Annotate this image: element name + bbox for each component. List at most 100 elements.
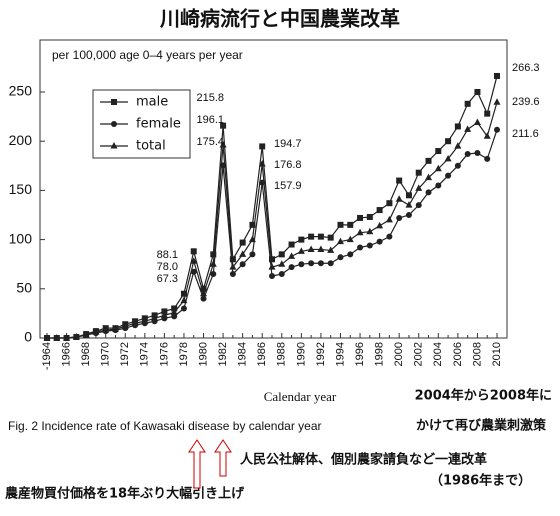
marker: [239, 250, 247, 257]
x-tick-label: 1972: [119, 342, 131, 366]
legend-label: total: [136, 139, 166, 154]
x-tick-label: 1994: [334, 342, 346, 366]
marker: [415, 169, 422, 176]
marker: [464, 150, 471, 157]
marker: [445, 138, 452, 145]
y-tick-label: 50: [16, 280, 32, 296]
marker: [308, 260, 315, 267]
marker: [160, 311, 168, 318]
data-label: 88.1: [157, 249, 178, 261]
x-tick-label: 2008: [471, 342, 483, 366]
marker: [327, 234, 334, 241]
marker: [269, 256, 275, 263]
marker: [190, 257, 198, 264]
marker: [494, 72, 500, 79]
marker: [347, 221, 354, 228]
marker: [288, 252, 296, 259]
marker: [415, 184, 423, 191]
chart-title: 川崎病流行と中国農業改革: [159, 7, 400, 31]
marker: [278, 271, 285, 278]
y-tick-label: 200: [9, 132, 33, 148]
marker: [464, 125, 472, 132]
marker: [72, 333, 80, 340]
x-tick-label: 2000: [393, 342, 405, 366]
legend-label: male: [136, 95, 168, 110]
marker: [346, 235, 354, 243]
marker: [92, 328, 100, 335]
marker: [111, 99, 117, 105]
annotation: 人民公社解体、個別農家請負など一連改革: [240, 452, 487, 468]
y-tick-label: 150: [9, 181, 33, 197]
marker: [307, 245, 315, 252]
data-label: 176.8: [274, 159, 302, 171]
x-tick-label: -1964: [41, 342, 53, 370]
marker: [239, 261, 246, 268]
marker: [494, 126, 500, 133]
x-tick-label: 1974: [139, 342, 151, 366]
marker: [385, 215, 393, 223]
data-label: 266.3: [512, 62, 540, 74]
marker: [141, 317, 149, 324]
marker: [102, 326, 110, 333]
marker: [180, 296, 188, 304]
x-axis-label: Calendar year: [264, 389, 337, 404]
x-tick-label: 2006: [452, 342, 464, 366]
data-label: 67.3: [157, 273, 178, 285]
marker: [298, 236, 305, 243]
x-tick-label: 1988: [276, 342, 288, 366]
marker: [366, 213, 373, 220]
marker: [473, 118, 481, 126]
marker: [63, 334, 71, 341]
marker: [435, 148, 442, 155]
x-tick-label: 1992: [315, 342, 327, 366]
marker: [434, 164, 442, 172]
marker: [366, 242, 373, 249]
marker: [180, 305, 187, 312]
annotation: （1986年まで）: [430, 473, 531, 489]
marker: [239, 239, 246, 246]
marker: [376, 238, 383, 245]
marker: [288, 264, 295, 271]
marker: [484, 110, 491, 117]
x-tick-label: 1996: [354, 342, 366, 366]
data-label: 215.8: [196, 92, 224, 104]
marker: [444, 154, 452, 162]
marker: [474, 89, 481, 95]
marker: [376, 221, 384, 229]
y-axis-label: per 100,000 age 0–4 years per year: [52, 48, 243, 62]
marker: [484, 155, 491, 162]
marker: [405, 212, 412, 218]
data-label: 78.0: [157, 261, 178, 273]
marker: [110, 142, 118, 149]
marker: [210, 271, 217, 278]
marker: [151, 314, 159, 321]
marker: [229, 271, 236, 278]
marker: [180, 290, 187, 297]
marker: [425, 173, 433, 181]
data-label: 211.6: [512, 128, 539, 140]
marker: [53, 334, 61, 341]
y-tick-label: 0: [24, 329, 32, 345]
marker: [131, 319, 139, 326]
marker: [493, 98, 501, 105]
marker: [210, 251, 217, 258]
marker: [200, 295, 207, 302]
arrow: [188, 439, 206, 489]
x-tick-label: 1982: [217, 342, 229, 366]
data-label: 196.1: [196, 114, 224, 126]
annotation: 2004年から2008年に: [415, 388, 552, 404]
data-label: 175.4: [196, 136, 224, 148]
caption: Fig. 2 Incidence rate of Kawasaki diseas…: [8, 419, 322, 433]
marker: [415, 202, 422, 209]
marker: [327, 260, 334, 267]
marker: [347, 251, 354, 258]
marker: [219, 141, 227, 148]
x-tick-label: 1990: [295, 342, 307, 366]
annotation: 農産物買付価格を18年ぶり大幅引き上げ: [5, 486, 245, 502]
x-tick-label: 1976: [158, 342, 170, 366]
marker: [229, 263, 237, 270]
marker: [220, 122, 227, 129]
marker: [357, 244, 364, 251]
marker: [454, 162, 461, 169]
